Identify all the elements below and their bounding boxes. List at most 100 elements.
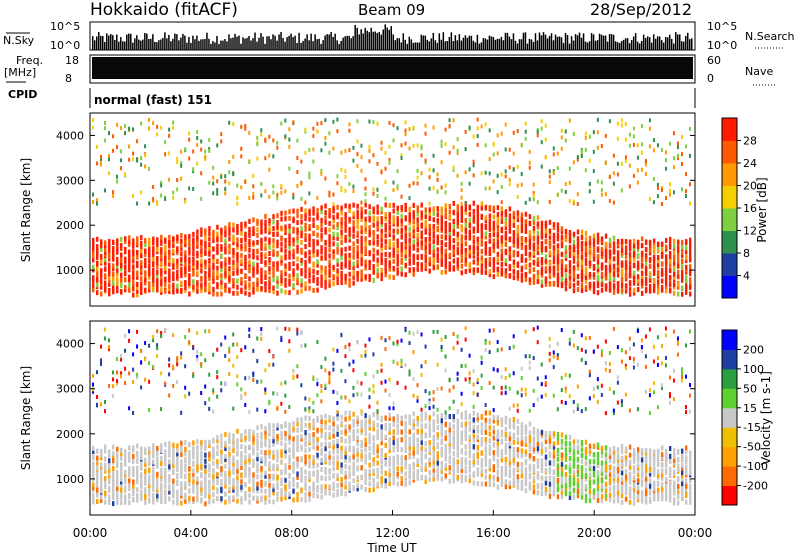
- heatmap-cell: [544, 278, 548, 284]
- heatmap-cell: [336, 443, 339, 449]
- heatmap-cell: [492, 232, 496, 238]
- heatmap-cell: [352, 368, 355, 373]
- heatmap-cell: [408, 217, 411, 223]
- heatmap-cell: [392, 429, 395, 435]
- heatmap-cell: [484, 269, 488, 275]
- heatmap-cell: [172, 286, 175, 292]
- heatmap-cell: [172, 248, 175, 254]
- heatmap-cell: [216, 375, 219, 380]
- nsky-bar: [158, 40, 160, 50]
- heatmap-cell: [420, 245, 423, 251]
- heatmap-cell: [512, 242, 516, 248]
- heatmap-cell: [392, 444, 395, 450]
- heatmap-cell: [104, 484, 107, 490]
- heatmap-cell: [296, 491, 299, 497]
- heatmap-cell: [120, 371, 123, 376]
- heatmap-cell: [352, 393, 355, 398]
- heatmap-cell: [96, 476, 99, 482]
- heatmap-cell: [252, 289, 255, 295]
- heatmap-cell: [660, 278, 664, 284]
- heatmap-cell: [472, 173, 475, 178]
- heatmap-cell: [240, 499, 243, 505]
- heatmap-cell: [264, 442, 267, 448]
- heatmap-cell: [476, 256, 480, 262]
- heatmap-cell: [312, 126, 315, 131]
- nsky-bar: [130, 33, 132, 50]
- heatmap-cell: [408, 470, 411, 476]
- heatmap-cell: [660, 247, 664, 253]
- heatmap-cell: [268, 134, 271, 139]
- heatmap-cell: [116, 370, 119, 375]
- heatmap-cell: [144, 144, 147, 149]
- heatmap-cell: [276, 275, 279, 281]
- heatmap-cell: [440, 209, 443, 215]
- heatmap-cell: [192, 260, 195, 266]
- heatmap-cell: [332, 416, 335, 422]
- heatmap-cell: [168, 459, 171, 465]
- heatmap-cell: [316, 215, 319, 221]
- heatmap-cell: [252, 458, 255, 464]
- nsky-bar: [184, 35, 186, 50]
- heatmap-cell: [356, 245, 359, 251]
- heatmap-cell: [216, 274, 219, 280]
- heatmap-cell: [348, 474, 351, 480]
- heatmap-cell: [184, 446, 187, 452]
- heatmap-cell: [272, 466, 275, 472]
- heatmap-cell: [244, 259, 247, 265]
- heatmap-cell: [176, 187, 179, 192]
- heatmap-cell: [544, 254, 548, 260]
- heatmap-cell: [348, 399, 351, 404]
- heatmap-cell: [232, 283, 235, 289]
- nsky-bar: [498, 38, 501, 50]
- heatmap-cell: [240, 437, 243, 443]
- heatmap-cell: [360, 381, 363, 386]
- heatmap-cell: [284, 282, 287, 288]
- heatmap-cell: [120, 468, 123, 474]
- heatmap-cell: [120, 252, 123, 258]
- heatmap-cell: [268, 237, 271, 243]
- heatmap-cell: [444, 248, 447, 254]
- heatmap-cell: [324, 490, 327, 496]
- heatmap-cell: [276, 278, 279, 284]
- heatmap-cell: [524, 121, 527, 126]
- heatmap-cell: [532, 259, 536, 265]
- heatmap-cell: [236, 227, 239, 233]
- heatmap-cell: [452, 244, 455, 250]
- heatmap-cell: [552, 281, 556, 287]
- heatmap-cell: [412, 418, 415, 424]
- heatmap-cell: [488, 205, 492, 211]
- heatmap-cell: [420, 210, 423, 216]
- heatmap-cell: [316, 340, 319, 345]
- heatmap-cell: [216, 450, 219, 456]
- heatmap-cell: [512, 238, 516, 244]
- heatmap-cell: [92, 461, 95, 467]
- heatmap-cell: [380, 216, 383, 222]
- heatmap-cell: [248, 409, 251, 414]
- heatmap-cell: [256, 488, 259, 494]
- heatmap-cell: [292, 192, 295, 197]
- heatmap-cell: [536, 250, 540, 256]
- heatmap-cell: [448, 214, 451, 220]
- nsky-bar: [308, 40, 310, 50]
- heatmap-cell: [352, 478, 355, 484]
- heatmap-cell: [340, 395, 343, 400]
- heatmap-cell: [364, 479, 367, 485]
- heatmap-cell: [392, 341, 395, 346]
- heatmap-cell: [276, 239, 279, 245]
- heatmap-cell: [148, 361, 151, 366]
- heatmap-cell: [552, 152, 555, 157]
- heatmap-cell: [184, 242, 187, 248]
- heatmap-cell: [264, 434, 267, 440]
- nsky-bar: [388, 29, 390, 50]
- heatmap-cell: [348, 362, 351, 367]
- heatmap-cell: [168, 452, 171, 458]
- heatmap-cell: [180, 462, 183, 468]
- heatmap-cell: [592, 281, 596, 287]
- heatmap-cell: [432, 244, 435, 250]
- heatmap-cell: [344, 273, 347, 279]
- heatmap-cell: [328, 431, 331, 437]
- nsky-bar: [280, 32, 282, 50]
- heatmap-cell: [148, 237, 151, 243]
- heatmap-cell: [408, 258, 411, 264]
- heatmap-cell: [488, 218, 492, 224]
